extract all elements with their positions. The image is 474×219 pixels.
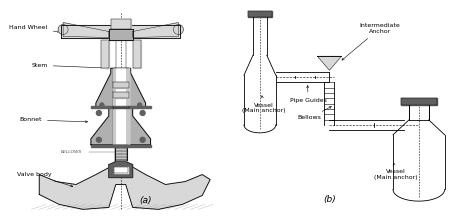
Text: Bonnet: Bonnet: [19, 117, 88, 123]
Polygon shape: [318, 56, 341, 70]
Polygon shape: [96, 68, 146, 108]
Polygon shape: [401, 98, 437, 105]
Text: Pipe Guides: Pipe Guides: [290, 86, 327, 102]
Text: Valve body: Valve body: [18, 172, 73, 187]
Polygon shape: [115, 151, 127, 154]
Text: Intermediate
Anchor: Intermediate Anchor: [342, 23, 400, 60]
Polygon shape: [113, 92, 129, 98]
Polygon shape: [109, 162, 133, 178]
Text: Vessel
(Main anchor): Vessel (Main anchor): [242, 96, 286, 113]
Circle shape: [137, 103, 142, 107]
Text: (b): (b): [323, 195, 336, 204]
Circle shape: [96, 137, 101, 142]
Circle shape: [140, 111, 145, 115]
Polygon shape: [61, 25, 181, 39]
Polygon shape: [133, 23, 178, 37]
Polygon shape: [63, 23, 109, 37]
Text: BELLOWS: BELLOWS: [61, 150, 82, 154]
Circle shape: [96, 111, 101, 115]
Polygon shape: [91, 145, 151, 147]
Text: Hand Wheel: Hand Wheel: [9, 25, 60, 33]
Text: Vessel
(Main anchor): Vessel (Main anchor): [374, 163, 418, 180]
Text: (a): (a): [139, 196, 152, 205]
Text: Bellows: Bellows: [298, 107, 331, 120]
Polygon shape: [113, 82, 129, 88]
Polygon shape: [133, 41, 141, 68]
Circle shape: [140, 137, 145, 142]
Polygon shape: [91, 106, 151, 108]
Circle shape: [58, 25, 68, 34]
Polygon shape: [111, 19, 131, 28]
Polygon shape: [115, 154, 127, 157]
Polygon shape: [101, 41, 109, 68]
Text: Stem: Stem: [31, 63, 109, 69]
Polygon shape: [115, 145, 127, 148]
Polygon shape: [113, 68, 129, 108]
Polygon shape: [39, 165, 210, 209]
Polygon shape: [109, 28, 133, 41]
Polygon shape: [115, 148, 127, 151]
Polygon shape: [113, 108, 129, 145]
Circle shape: [173, 25, 183, 34]
Polygon shape: [114, 167, 128, 173]
Polygon shape: [91, 108, 151, 145]
Circle shape: [100, 103, 104, 107]
Polygon shape: [248, 11, 272, 17]
Polygon shape: [115, 157, 127, 160]
